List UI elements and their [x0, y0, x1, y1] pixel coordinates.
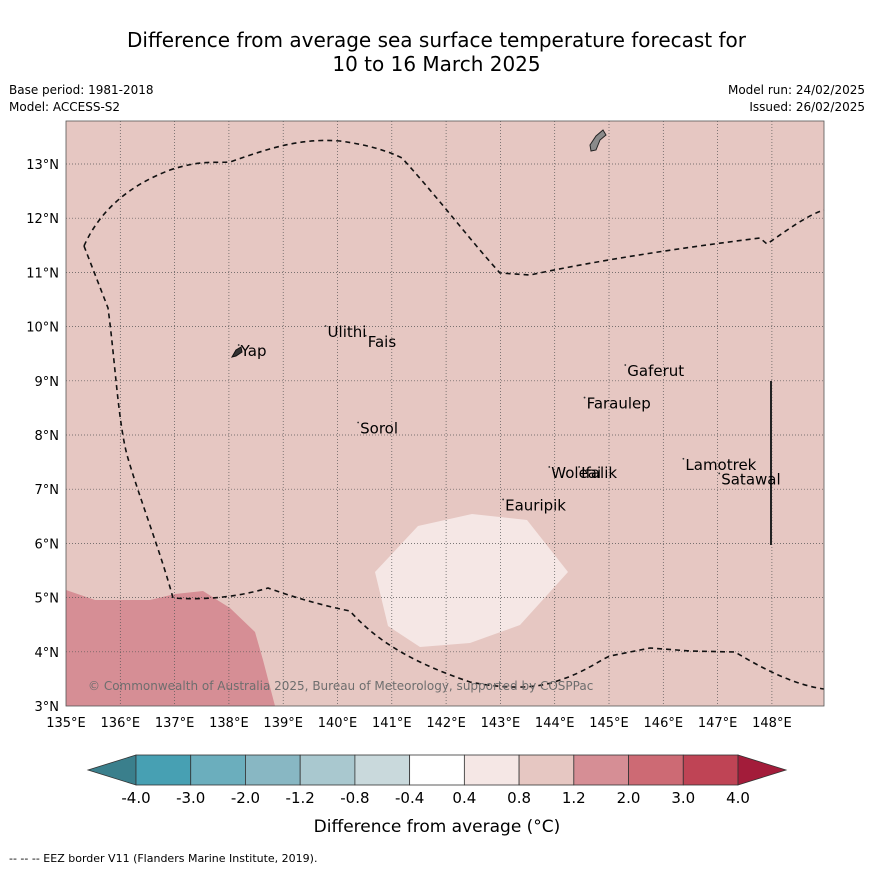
colorbar-segment [245, 754, 301, 786]
place-marker [718, 472, 721, 475]
place-marker [237, 344, 240, 346]
colorbar-segment [573, 754, 629, 786]
lon-tick-label: 135°E [46, 716, 86, 731]
place-label: Ifalik [581, 464, 617, 482]
axis-tick-labels: 135°E 136°E 137°E 138°E 139°E 140°E 141°E 142°E… [26, 158, 791, 731]
place-label: Sorol [360, 419, 398, 437]
gridlines [66, 121, 824, 706]
chart-title: Difference from average sea surface temp… [0, 28, 873, 76]
place-marker [357, 421, 360, 424]
place-marker [324, 325, 327, 327]
colorbar-segment [682, 754, 739, 786]
colorbar-segment [518, 754, 575, 786]
colorbar-tick-label: -4.0 [121, 789, 150, 807]
colorbar-segment [354, 754, 411, 786]
colorbar-tick-label: -0.8 [340, 789, 369, 807]
place-marker [624, 364, 627, 366]
lon-tick-label: 147°E [698, 716, 738, 731]
colorbar-segment [628, 754, 684, 786]
lat-tick-label: 13°N [26, 158, 59, 173]
model-name: Model: ACCESS-S2 [9, 100, 121, 114]
lat-tick-label: 10°N [26, 321, 59, 336]
lon-tick-label: 146°E [644, 716, 684, 731]
place-label: Woleai [551, 464, 601, 482]
lon-tick-label: 137°E [155, 716, 195, 731]
map-plot-area: © Commonwealth of Australia 2025, Bureau… [65, 120, 825, 707]
colorbar-segment [463, 754, 520, 786]
base-period: Base period: 1981-2018 [9, 83, 154, 97]
place-label: Faraulep [587, 395, 651, 413]
colorbar-tick-label: 1.2 [562, 789, 586, 807]
place-label: Yap [240, 342, 267, 360]
lon-tick-label: 148°E [752, 716, 792, 731]
place-marker [364, 334, 367, 337]
lat-tick-label: 3°N [35, 700, 60, 715]
lon-tick-label: 143°E [481, 716, 521, 731]
colorbar-tick-label: 2.0 [617, 789, 641, 807]
place-label: Eauripik [505, 496, 566, 514]
anomaly-region-2-0 [66, 590, 275, 706]
place-marker [548, 466, 551, 468]
meta-left: Base period: 1981-2018 Model: ACCESS-S2 [9, 82, 154, 116]
title-line-2: 10 to 16 March 2025 [332, 52, 541, 76]
colorbar-tick-label: 3.0 [671, 789, 695, 807]
lon-tick-label: 144°E [535, 716, 575, 731]
place-marker [502, 498, 505, 501]
place-label: Fais [368, 333, 397, 351]
colorbar: -4.0 -3.0 -2.0 -1.2 -0.8 -0.4 0.4 0.8 1.2 2.0 3.0 4… [86, 754, 788, 807]
model-run: Model run: 24/02/2025 [727, 83, 865, 97]
eez-credit: -- -- -- EEZ border V11 (Flanders Marine… [9, 852, 318, 865]
place-label: Ulithi [328, 323, 367, 341]
place-marker [583, 396, 586, 399]
place-label: Gaferut [627, 362, 684, 380]
lon-tick-label: 138°E [209, 716, 249, 731]
lon-tick-label: 142°E [426, 716, 466, 731]
meta-right: Model run: 24/02/2025 Issued: 26/02/2025 [728, 82, 865, 116]
title-line-1: Difference from average sea surface temp… [126, 28, 746, 52]
colorbar-tick-label: 0.4 [452, 789, 476, 807]
colorbar-tick-label: 0.8 [507, 789, 531, 807]
colorbar-label: Difference from average (°C) [314, 817, 561, 837]
colorbar-tick-label: -3.0 [176, 789, 205, 807]
lon-tick-label: 139°E [263, 716, 303, 731]
yap-island-shape [230, 346, 243, 358]
colorbar-segment [299, 754, 356, 786]
lon-tick-label: 141°E [372, 716, 412, 731]
lat-tick-label: 11°N [26, 266, 59, 281]
lon-tick-label: 136°E [101, 716, 141, 731]
lat-tick-label: 6°N [35, 537, 60, 552]
colorbar-extend-low [86, 754, 137, 786]
lon-tick-label: 140°E [318, 716, 358, 731]
issued-date: Issued: 26/02/2025 [749, 100, 865, 114]
eez-border-north [83, 139, 825, 276]
anomaly-region-0-4 [375, 514, 568, 647]
lat-tick-label: 8°N [35, 429, 60, 444]
colorbar-extend-high [737, 754, 788, 786]
colorbar-tick-label: 4.0 [726, 789, 750, 807]
lon-tick-label: 145°E [589, 716, 629, 731]
place-label: Lamotrek [685, 456, 756, 474]
guam-island-shape [589, 129, 607, 152]
lat-tick-label: 4°N [35, 646, 60, 661]
map-frame [65, 120, 825, 707]
lat-tick-label: 9°N [35, 375, 60, 390]
lat-tick-label: 12°N [26, 212, 59, 227]
lat-tick-label: 7°N [35, 483, 60, 498]
colorbar-tick-label: -0.4 [395, 789, 424, 807]
place-marker [578, 466, 581, 468]
colorbar-segment [190, 754, 246, 786]
colorbar-segment [135, 754, 192, 786]
colorbar-tick-label: -1.2 [286, 789, 315, 807]
place-label: Satawal [721, 470, 780, 488]
colorbar-segment [409, 754, 465, 786]
place-marker [682, 457, 685, 460]
colorbar-tick-label: -2.0 [231, 789, 260, 807]
copyright-text: © Commonwealth of Australia 2025, Bureau… [88, 679, 593, 693]
lat-tick-label: 5°N [35, 592, 60, 607]
